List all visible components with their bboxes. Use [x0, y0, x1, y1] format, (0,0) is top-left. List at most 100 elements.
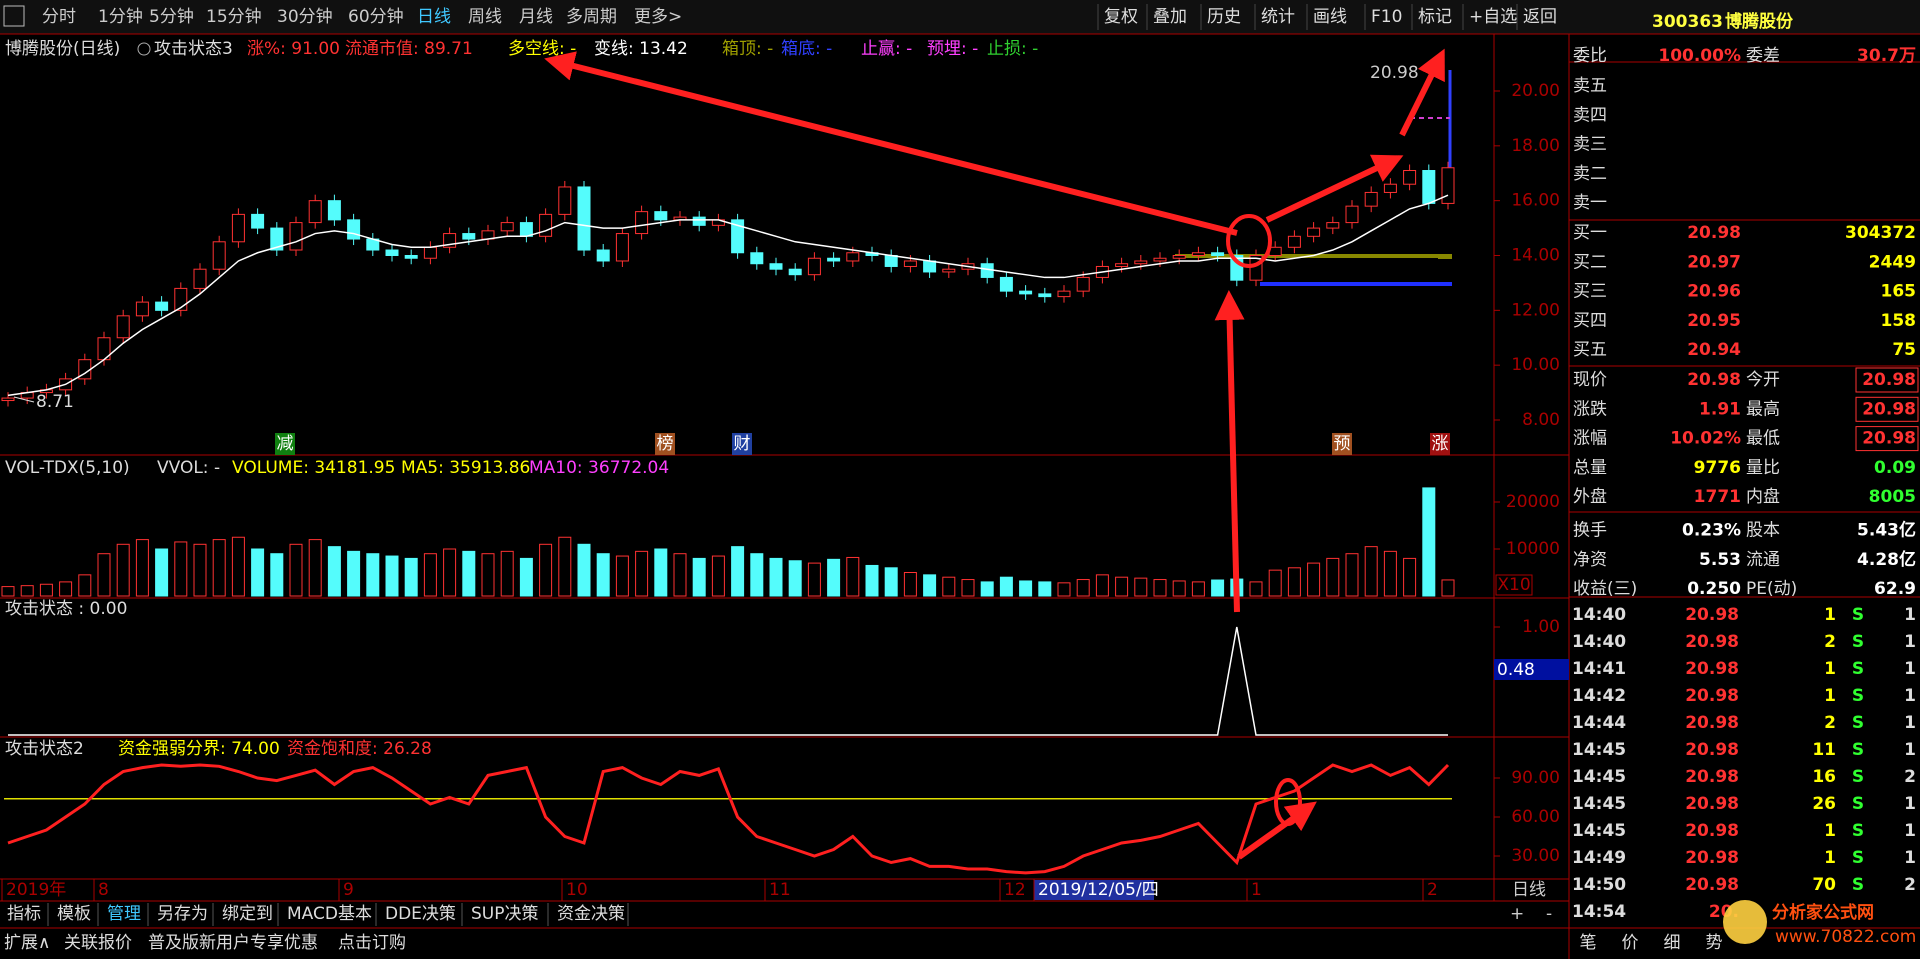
tab[interactable]: 资金决策	[557, 904, 625, 924]
candle	[1211, 252, 1225, 256]
signal-label: 财	[734, 434, 751, 454]
price-box	[1855, 367, 1919, 393]
stat-value: 62.9	[1874, 579, 1916, 599]
toolbar-button[interactable]: 返回	[1523, 7, 1557, 27]
stat-label: 内盘	[1746, 487, 1780, 507]
tick-time: 14:50	[1572, 875, 1626, 895]
stat-value: 20.98	[1862, 370, 1916, 390]
stat-label: 涨跌	[1573, 399, 1607, 419]
period-tab[interactable]: 多周期	[566, 7, 617, 27]
stat-label: 最高	[1746, 399, 1780, 419]
candle	[347, 219, 361, 240]
tick-volume: 26	[1812, 794, 1836, 814]
bid-price: 20.94	[1687, 340, 1741, 360]
tab[interactable]: 模板	[57, 904, 91, 924]
bid-volume: 158	[1881, 311, 1917, 331]
volume-bar	[711, 555, 725, 597]
period-tab[interactable]: 15分钟	[206, 7, 262, 27]
volume-bar	[750, 553, 764, 597]
volume-bar	[116, 543, 130, 597]
tab[interactable]: SUP决策	[471, 904, 539, 924]
volume-bar	[558, 536, 572, 597]
volume-bar	[193, 543, 207, 597]
candle	[1307, 227, 1321, 237]
toolbar-button[interactable]: +自选	[1469, 7, 1517, 27]
funds-line	[7, 763, 1450, 875]
period-tab[interactable]: 周线	[468, 7, 502, 27]
stat-label: 量比	[1746, 458, 1780, 478]
toolbar-button[interactable]: 历史	[1207, 7, 1241, 27]
volume-bar	[1326, 557, 1340, 597]
toolbar-button[interactable]: F10	[1371, 7, 1402, 27]
tab[interactable]: 管理	[107, 904, 141, 924]
period-tab[interactable]: 更多>	[634, 7, 682, 27]
y-tick-label: 10000	[1506, 539, 1560, 559]
menu-icon[interactable]	[3, 5, 25, 27]
volume-bar	[884, 567, 898, 597]
zoom-button[interactable]: +	[1510, 904, 1524, 924]
period-tab[interactable]: 月线	[519, 7, 553, 27]
quote-tab[interactable]: 势	[1706, 933, 1723, 953]
y-tick-label: 20.00	[1511, 81, 1560, 101]
status-item[interactable]: 关联报价	[64, 933, 132, 953]
period-tab[interactable]: 60分钟	[348, 7, 404, 27]
stat-value: 20.98	[1862, 399, 1916, 419]
indicator-icon[interactable]	[137, 42, 151, 56]
stat-value: 5.43亿	[1857, 520, 1916, 541]
bid-volume: 304372	[1845, 223, 1916, 243]
price-box	[1855, 426, 1919, 452]
tab[interactable]: 绑定到	[222, 904, 273, 924]
period-tab[interactable]: 30分钟	[277, 7, 333, 27]
ask-label: 卖一	[1573, 193, 1607, 213]
signal-box	[1332, 433, 1352, 455]
candle	[903, 260, 917, 267]
tick-price: 20.98	[1685, 848, 1739, 868]
tab[interactable]: MACD基本	[287, 904, 372, 924]
quote-tab[interactable]: 细	[1664, 933, 1681, 953]
volume-bar	[289, 543, 303, 597]
status-item[interactable]: 扩展∧	[4, 933, 50, 953]
period-label[interactable]: 日线	[1512, 880, 1546, 900]
zoom-button[interactable]: -	[1546, 904, 1552, 924]
toolbar-button[interactable]: 叠加	[1153, 7, 1187, 27]
toolbar-button[interactable]: 复权	[1104, 7, 1138, 27]
signal-box	[655, 433, 675, 455]
tick-time: 14:45	[1572, 794, 1626, 814]
tick-time: 14:40	[1572, 632, 1626, 652]
candle	[596, 249, 610, 262]
tab[interactable]: 另存为	[157, 904, 208, 924]
stat-value: 20.98	[1862, 429, 1916, 449]
toolbar-button[interactable]: 标记	[1418, 7, 1452, 27]
volume-bar	[1211, 579, 1225, 597]
volume-bar	[903, 572, 917, 597]
status-item[interactable]: 点击订购	[338, 933, 406, 953]
date-label: 10	[566, 880, 588, 900]
volume-bar	[999, 576, 1013, 597]
volume-bar	[807, 562, 821, 597]
volume-bar	[481, 553, 495, 597]
bid-label: 买四	[1573, 311, 1607, 331]
price-header: 预埋: -	[927, 39, 978, 59]
quote-tab[interactable]: 笔	[1580, 933, 1597, 953]
period-tab[interactable]: 5分钟	[149, 7, 194, 27]
tab[interactable]: DDE决策	[385, 904, 456, 924]
bid-price: 20.97	[1687, 252, 1741, 272]
toolbar-button[interactable]: 画线	[1313, 7, 1347, 27]
bid-volume: 2449	[1869, 252, 1916, 272]
status-item[interactable]: 普及版新用户专享优惠	[148, 933, 318, 953]
volume-bar	[1019, 580, 1033, 597]
period-tab[interactable]: 日线	[417, 7, 451, 27]
quote-tab[interactable]: 价	[1622, 933, 1639, 953]
stat-label: 流通	[1746, 550, 1780, 570]
low-pointer	[13, 396, 35, 403]
period-tab[interactable]: 1分钟	[98, 7, 143, 27]
tick-time: 14:54	[1572, 902, 1626, 922]
volume-bar	[1095, 574, 1109, 597]
volume-bar	[385, 555, 399, 597]
watermark-title: 分析家公式网	[1772, 902, 1874, 923]
tick-count: 1	[1904, 659, 1916, 679]
toolbar-button[interactable]: 统计	[1261, 7, 1295, 27]
tab[interactable]: 指标	[7, 904, 41, 924]
period-tab[interactable]: 分时	[42, 7, 76, 27]
